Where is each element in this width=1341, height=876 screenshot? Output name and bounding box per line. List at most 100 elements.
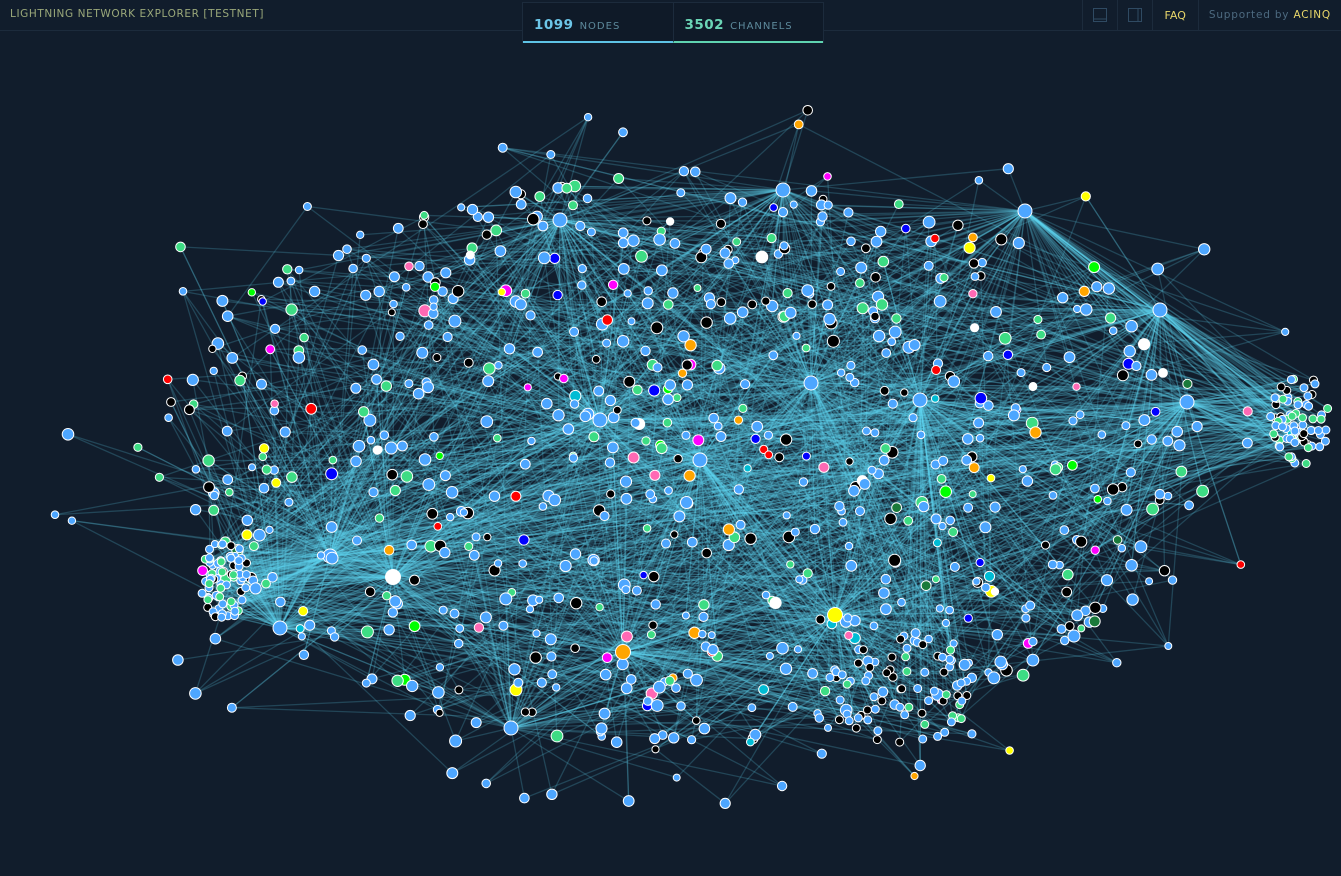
- network-node[interactable]: [493, 559, 503, 568]
- network-node[interactable]: [546, 651, 557, 662]
- network-node[interactable]: [938, 455, 949, 466]
- network-node[interactable]: [917, 708, 927, 718]
- network-node[interactable]: [1323, 404, 1333, 413]
- network-node[interactable]: [936, 474, 947, 484]
- network-node[interactable]: [482, 375, 495, 388]
- network-node[interactable]: [1266, 412, 1276, 421]
- network-node[interactable]: [241, 514, 254, 526]
- network-node[interactable]: [493, 433, 502, 443]
- hub-node[interactable]: [385, 569, 401, 585]
- network-node[interactable]: [325, 521, 338, 533]
- network-node[interactable]: [920, 667, 930, 677]
- network-node[interactable]: [774, 452, 785, 463]
- network-node[interactable]: [861, 243, 871, 254]
- network-node[interactable]: [875, 298, 889, 311]
- network-node[interactable]: [221, 425, 233, 437]
- network-node[interactable]: [877, 696, 887, 706]
- network-node[interactable]: [690, 673, 703, 687]
- network-node[interactable]: [619, 475, 633, 488]
- network-node[interactable]: [449, 608, 460, 619]
- network-node[interactable]: [662, 417, 673, 428]
- hub-node[interactable]: [615, 644, 631, 660]
- network-node[interactable]: [432, 686, 445, 699]
- network-node[interactable]: [816, 748, 827, 759]
- network-node[interactable]: [50, 510, 60, 520]
- network-node[interactable]: [962, 691, 972, 700]
- network-node[interactable]: [577, 264, 587, 274]
- network-node[interactable]: [1100, 574, 1114, 587]
- network-node[interactable]: [396, 440, 408, 452]
- network-node[interactable]: [888, 325, 902, 339]
- network-node[interactable]: [559, 373, 569, 384]
- network-node[interactable]: [593, 385, 605, 397]
- network-node[interactable]: [929, 686, 939, 696]
- network-node[interactable]: [677, 368, 688, 378]
- network-node[interactable]: [379, 430, 390, 441]
- network-node[interactable]: [508, 663, 521, 676]
- network-node[interactable]: [568, 200, 578, 211]
- network-node[interactable]: [164, 413, 173, 423]
- network-node[interactable]: [940, 727, 950, 737]
- network-node[interactable]: [1093, 495, 1103, 504]
- network-node[interactable]: [1134, 540, 1148, 554]
- network-node[interactable]: [970, 323, 980, 333]
- network-node[interactable]: [664, 675, 675, 686]
- network-node[interactable]: [480, 415, 494, 429]
- network-node[interactable]: [642, 524, 652, 533]
- network-node[interactable]: [610, 736, 623, 749]
- network-node[interactable]: [1102, 282, 1116, 295]
- network-node[interactable]: [758, 684, 769, 695]
- network-node[interactable]: [228, 570, 238, 580]
- network-node[interactable]: [861, 676, 871, 686]
- network-node[interactable]: [1028, 636, 1038, 647]
- network-node[interactable]: [308, 285, 321, 298]
- network-node[interactable]: [843, 613, 853, 623]
- network-node[interactable]: [481, 229, 492, 240]
- network-node[interactable]: [802, 568, 813, 579]
- network-node[interactable]: [956, 714, 966, 724]
- network-node[interactable]: [870, 235, 883, 248]
- network-node[interactable]: [733, 415, 744, 425]
- network-node[interactable]: [968, 232, 978, 243]
- network-node[interactable]: [1150, 406, 1161, 417]
- network-node[interactable]: [1126, 593, 1139, 606]
- network-node[interactable]: [901, 652, 911, 662]
- network-node[interactable]: [807, 668, 818, 679]
- network-node[interactable]: [949, 561, 960, 572]
- network-node[interactable]: [900, 710, 910, 720]
- hub-node[interactable]: [503, 720, 519, 736]
- network-node[interactable]: [1059, 525, 1070, 535]
- hub-node[interactable]: [1179, 394, 1195, 410]
- network-node[interactable]: [483, 532, 492, 542]
- network-node[interactable]: [822, 299, 834, 311]
- network-node[interactable]: [1236, 560, 1246, 569]
- network-node[interactable]: [843, 207, 854, 218]
- network-node[interactable]: [1028, 382, 1038, 392]
- faq-link[interactable]: FAQ: [1151, 0, 1198, 30]
- network-node[interactable]: [746, 737, 755, 747]
- network-node[interactable]: [743, 464, 752, 473]
- network-node[interactable]: [552, 683, 561, 692]
- network-node[interactable]: [275, 596, 286, 608]
- network-node[interactable]: [961, 454, 973, 466]
- network-node[interactable]: [693, 284, 702, 292]
- network-node[interactable]: [332, 249, 345, 262]
- network-node[interactable]: [553, 592, 565, 604]
- network-node[interactable]: [364, 586, 376, 598]
- network-node[interactable]: [663, 299, 674, 310]
- network-node[interactable]: [870, 311, 880, 322]
- network-node[interactable]: [884, 512, 897, 526]
- network-node[interactable]: [747, 703, 757, 713]
- network-node[interactable]: [1090, 483, 1100, 494]
- network-node[interactable]: [939, 485, 953, 499]
- network-node[interactable]: [577, 280, 587, 290]
- network-node[interactable]: [527, 212, 540, 226]
- network-node[interactable]: [673, 510, 686, 523]
- network-node[interactable]: [782, 288, 793, 299]
- network-node[interactable]: [258, 452, 268, 462]
- network-node[interactable]: [851, 723, 861, 733]
- network-node[interactable]: [361, 253, 371, 263]
- network-node[interactable]: [454, 685, 464, 695]
- network-node[interactable]: [930, 513, 942, 525]
